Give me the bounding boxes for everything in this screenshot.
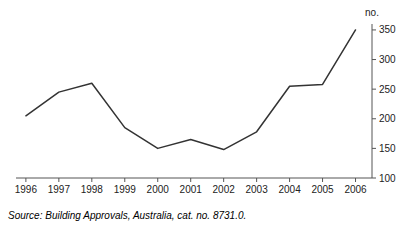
- x-tick: [58, 178, 59, 182]
- y-tick: [372, 118, 376, 119]
- y-tick-label: 200: [379, 113, 396, 124]
- x-tick-label: 1999: [114, 184, 137, 195]
- x-tick: [355, 178, 356, 182]
- x-tick-label: 1996: [15, 184, 38, 195]
- x-tick-label: 2006: [344, 184, 367, 195]
- x-tick: [25, 178, 26, 182]
- y-tick-label: 350: [379, 24, 396, 35]
- x-tick-label: 1997: [48, 184, 71, 195]
- y-tick: [372, 148, 376, 149]
- x-tick-label: 2000: [147, 184, 170, 195]
- x-tick: [256, 178, 257, 182]
- x-tick-label: 2002: [213, 184, 236, 195]
- x-tick-label: 2001: [180, 184, 203, 195]
- y-tick-label: 300: [379, 54, 396, 65]
- y-axis-label: no.: [365, 7, 379, 18]
- x-tick: [289, 178, 290, 182]
- data-line: [26, 30, 356, 150]
- y-tick-label: 100: [379, 173, 396, 184]
- background: [0, 0, 416, 227]
- x-tick: [322, 178, 323, 182]
- x-axis-line: [16, 178, 372, 179]
- y-tick: [372, 178, 376, 179]
- source-note: Source: Building Approvals, Australia, c…: [8, 210, 246, 221]
- x-tick: [190, 178, 191, 182]
- y-tick: [372, 59, 376, 60]
- chart: 1996 1997 1998 1999 2000 2001 2002 2003 2004 2005…: [0, 0, 416, 227]
- x-tick: [157, 178, 158, 182]
- x-tick: [91, 178, 92, 182]
- y-tick-label: 150: [379, 143, 396, 154]
- x-tick-label: 1998: [81, 184, 104, 195]
- plot-area: [26, 30, 356, 150]
- y-tick-label: 250: [379, 84, 396, 95]
- y-tick: [372, 89, 376, 90]
- x-tick: [223, 178, 224, 182]
- y-tick: [372, 29, 376, 30]
- x-tick: [124, 178, 125, 182]
- x-tick-label: 2005: [311, 184, 334, 195]
- x-tick-label: 2003: [246, 184, 269, 195]
- x-tick-label: 2004: [278, 184, 301, 195]
- y-axis-line: [372, 24, 373, 178]
